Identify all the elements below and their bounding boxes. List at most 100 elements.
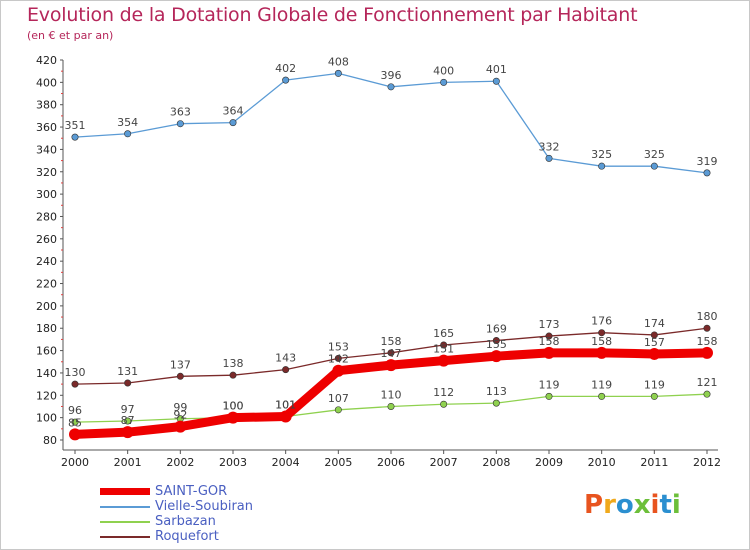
y-tick-label: 160 [36,345,57,358]
x-tick-label: 2004 [272,456,300,469]
data-label: 101 [275,399,296,412]
data-label: 113 [486,385,507,398]
legend-label-saint-gor: SAINT-GOR [155,484,228,499]
data-point [703,324,711,332]
data-point [124,379,132,387]
y-tick-label: 120 [36,389,57,402]
data-label: 165 [433,327,454,340]
data-point [282,366,290,374]
data-point [227,411,239,424]
data-label: 325 [591,148,612,161]
data-label: 100 [223,400,244,413]
data-point [387,402,395,410]
y-tick-label: 380 [36,99,57,112]
data-point [650,331,658,339]
x-tick-label: 2008 [482,456,510,469]
data-point [545,392,553,400]
legend: SAINT-GOR Vielle-Soubiran Sarbazan Roque… [100,484,340,544]
data-label: 96 [68,404,82,417]
legend-swatch-vielle-soubiran [100,506,150,508]
data-label: 174 [644,317,665,330]
data-label: 155 [486,338,507,351]
data-label: 85 [68,416,82,429]
data-point [701,346,713,359]
data-label: 107 [328,392,349,405]
chart-title: Evolution de la Dotation Globale de Fonc… [27,4,638,26]
data-label: 325 [644,148,665,161]
data-point [174,420,187,433]
data-label: 130 [65,366,86,379]
data-point [598,392,606,400]
legend-swatch-roquefort [100,536,150,538]
data-label: 153 [328,340,349,353]
x-tick-label: 2011 [640,456,668,469]
data-point [282,76,290,84]
chart-subtitle: (en € et par an) [27,29,114,42]
data-point [124,130,132,138]
data-label: 147 [381,347,402,360]
y-tick-label: 400 [36,76,57,89]
data-label: 400 [433,64,454,77]
data-point [437,354,450,367]
logo-letter: o [615,490,634,520]
data-label: 110 [381,388,402,401]
y-tick-label: 280 [36,210,57,223]
data-label: 402 [275,62,296,75]
x-tick-label: 2006 [377,456,405,469]
data-point [229,371,237,379]
data-label: 87 [121,414,135,427]
data-point [545,332,553,340]
data-label: 157 [644,336,665,349]
proxiti-logo: Proxiti [584,490,681,520]
data-point [703,169,711,177]
data-label: 158 [591,335,612,348]
data-point [71,418,79,426]
data-point [387,83,395,91]
data-label: 131 [117,365,138,378]
data-label: 176 [591,315,612,328]
data-point [387,349,395,357]
data-label: 364 [223,105,244,118]
data-label: 158 [539,335,560,348]
data-point [492,77,500,85]
data-label: 354 [117,116,138,129]
data-label: 158 [697,335,718,348]
data-label: 119 [591,378,612,391]
legend-label-roquefort: Roquefort [155,529,219,544]
logo-letter: i [650,490,660,520]
data-point [279,410,292,423]
logo-letter: i [671,490,681,520]
data-label: 97 [121,403,135,416]
data-point [492,337,500,345]
x-tick-label: 2005 [324,456,352,469]
x-tick-label: 2009 [535,456,563,469]
y-tick-label: 180 [36,322,57,335]
y-tick-label: 140 [36,367,57,380]
x-tick-label: 2000 [61,456,89,469]
data-point [598,329,606,337]
data-label: 112 [433,386,454,399]
y-tick-label: 320 [36,166,57,179]
y-tick-label: 200 [36,300,57,313]
data-label: 92 [173,409,187,422]
legend-item-vielle-soubiran: Vielle-Soubiran [100,499,340,514]
data-point [71,380,79,388]
data-label: 319 [697,155,718,168]
y-tick-label: 360 [36,121,57,134]
logo-letter: P [584,490,604,520]
legend-item-roquefort: Roquefort [100,529,340,544]
data-label: 151 [433,343,454,356]
data-label: 121 [697,376,718,389]
data-point [385,359,397,372]
data-label: 180 [697,310,718,323]
data-point [334,406,342,414]
data-label: 142 [328,353,349,366]
data-point [650,162,658,170]
data-label: 396 [381,69,402,82]
data-point [545,154,553,162]
y-tick-label: 80 [43,434,57,447]
data-point [124,417,132,425]
data-label: 137 [170,358,191,371]
logo-letter: x [633,490,651,520]
